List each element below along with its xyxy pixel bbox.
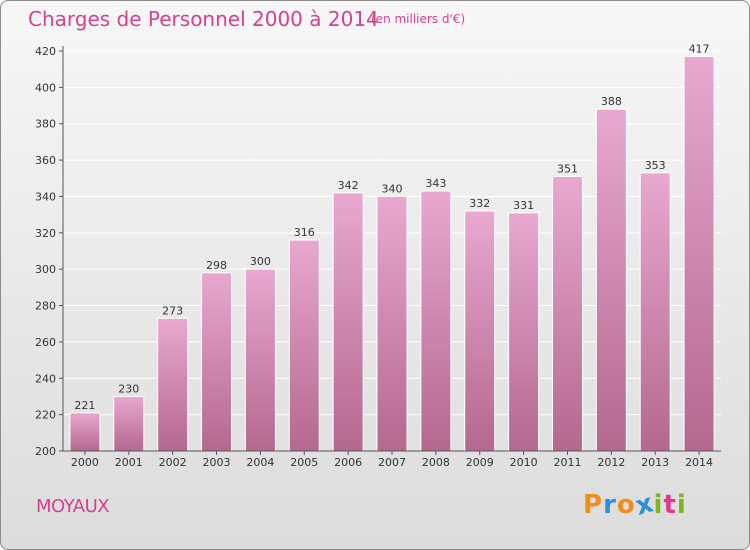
- x-tick-label: 2006: [334, 456, 362, 469]
- logo-letter: i: [653, 490, 664, 520]
- data-label: 316: [294, 226, 315, 239]
- bar: [683, 55, 715, 452]
- bar: [376, 195, 408, 452]
- x-tick-label: 2001: [115, 456, 143, 469]
- x-tick-label: 2013: [641, 456, 669, 469]
- data-label: 300: [250, 255, 271, 268]
- bar: [288, 239, 320, 452]
- data-label: 332: [469, 197, 490, 210]
- label-layer: 221 230 273 298 300 316 342 340 343 332 331 351 388 3…: [74, 42, 709, 411]
- y-tick-label: 320: [35, 227, 56, 240]
- logo-letter: i: [676, 490, 687, 520]
- bar: [639, 172, 671, 452]
- bar: [420, 190, 452, 452]
- data-label: 388: [601, 95, 622, 108]
- data-label: 343: [425, 177, 446, 190]
- y-tick-label: 360: [35, 154, 56, 167]
- x-tick-label: 2004: [246, 456, 274, 469]
- y-tick-label: 220: [35, 409, 56, 422]
- data-label: 298: [206, 259, 227, 272]
- logo-letter: P: [583, 490, 604, 520]
- y-tick-label: 300: [35, 263, 56, 276]
- bar: [595, 108, 627, 452]
- y-tick-label: 200: [35, 445, 56, 458]
- x-tick-label: 2005: [290, 456, 318, 469]
- data-label: 340: [382, 182, 403, 195]
- data-label: 331: [513, 199, 534, 212]
- data-label: 273: [162, 304, 183, 317]
- bar: [244, 268, 276, 452]
- y-tick-label: 260: [35, 336, 56, 349]
- logo-letter: o: [616, 490, 636, 520]
- y-tick-label: 280: [35, 300, 56, 313]
- bar: [201, 272, 233, 452]
- bar: [157, 317, 189, 452]
- data-label: 417: [689, 42, 710, 55]
- x-tick-label: 2008: [422, 456, 450, 469]
- x-tick-label: 2002: [159, 456, 187, 469]
- x-tick-label: 2011: [553, 456, 581, 469]
- data-label: 342: [338, 179, 359, 192]
- bar: [551, 175, 583, 452]
- bar: [508, 212, 540, 452]
- x-tick-label: 2012: [597, 456, 625, 469]
- proxiti-logo: Proxiti: [583, 488, 687, 522]
- data-label: 221: [74, 399, 95, 412]
- city-name: MOYAUX: [36, 496, 110, 517]
- data-label: 353: [645, 159, 666, 172]
- axis-layer: 200 220 240 260 280 300 320 340 360 380 400 420 2000…: [35, 45, 721, 469]
- data-label: 351: [557, 162, 578, 175]
- chart-title: Charges de Personnel 2000 à 2014: [28, 7, 379, 31]
- bar: [464, 210, 496, 452]
- y-tick-label: 380: [35, 118, 56, 131]
- x-tick-label: 2007: [378, 456, 406, 469]
- unit-note: (en milliers d'€): [371, 12, 466, 26]
- bar-layer: [69, 55, 715, 452]
- x-tick-label: 2010: [510, 456, 538, 469]
- y-tick-label: 340: [35, 190, 56, 203]
- logo-letter: r: [603, 490, 617, 520]
- bar: [69, 412, 101, 452]
- y-tick-label: 420: [35, 45, 56, 58]
- y-tick-label: 240: [35, 372, 56, 385]
- x-tick-label: 2009: [466, 456, 494, 469]
- x-tick-label: 2000: [71, 456, 99, 469]
- x-tick-label: 2014: [685, 456, 713, 469]
- data-label: 230: [118, 382, 139, 395]
- logo-letter: t: [663, 490, 677, 520]
- y-tick-label: 400: [35, 81, 56, 94]
- bar: [113, 395, 145, 452]
- x-tick-label: 2003: [203, 456, 231, 469]
- bar: [332, 192, 364, 452]
